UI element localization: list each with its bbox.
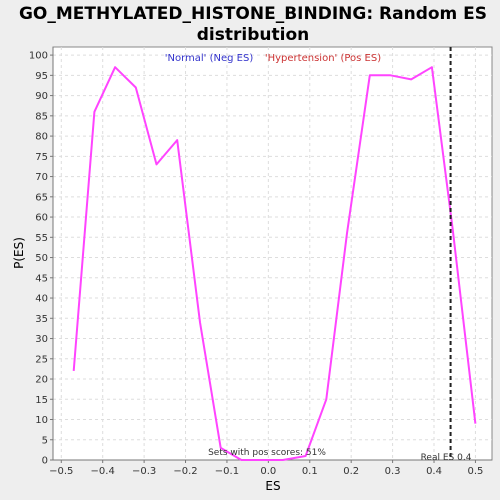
x-tick-label: −0.5 xyxy=(49,466,73,477)
x-tick-label: −0.3 xyxy=(132,466,156,477)
y-tick-label: 55 xyxy=(35,233,48,244)
plot-area xyxy=(52,46,493,461)
y-tick-label: 65 xyxy=(35,192,48,203)
series xyxy=(72,66,477,461)
x-tick-label: 0.2 xyxy=(343,466,359,477)
y-axis-label: P(ES) xyxy=(12,237,26,269)
real-es-label: Real ES 0.4 xyxy=(421,453,472,463)
y-tick-label: 30 xyxy=(35,334,48,345)
y-tick-label: 60 xyxy=(35,213,48,224)
chart-title-line2: distribution xyxy=(197,25,309,45)
y-tick-label: 50 xyxy=(35,253,48,264)
y-tick-label: 90 xyxy=(35,91,48,102)
y-tick-label: 75 xyxy=(35,152,48,163)
y-tick-label: 100 xyxy=(29,51,48,62)
grid xyxy=(53,47,492,460)
x-axis-label: ES xyxy=(265,479,280,493)
y-tick-label: 45 xyxy=(35,273,48,284)
y-tick-label: 5 xyxy=(42,435,48,446)
y-tick-label: 20 xyxy=(35,375,48,386)
x-tick-label: −0.1 xyxy=(215,466,239,477)
pos-scores-annotation: Sets with pos scores: 51% xyxy=(208,448,326,458)
y-tick-label: 0 xyxy=(42,456,48,467)
y-tick-label: 15 xyxy=(35,395,48,406)
es-distribution-line xyxy=(72,66,477,461)
y-tick-label: 40 xyxy=(35,294,48,305)
y-tick-label: 95 xyxy=(35,71,48,82)
chart-title-line1: GO_METHYLATED_HISTONE_BINDING: Random ES xyxy=(19,4,487,24)
y-tick-label: 80 xyxy=(35,132,48,143)
x-tick-label: 0.4 xyxy=(426,466,442,477)
x-tick-label: 0.0 xyxy=(260,466,276,477)
x-tick-label: −0.2 xyxy=(173,466,197,477)
y-tick-label: 10 xyxy=(35,415,48,426)
legend-hypertension: 'Hypertension' (Pos ES) xyxy=(265,53,381,64)
x-tick-label: 0.1 xyxy=(302,466,318,477)
y-tick-label: 70 xyxy=(35,172,48,183)
y-tick-label: 25 xyxy=(35,354,48,365)
y-tick-label: 85 xyxy=(35,111,48,122)
x-tick-label: 0.3 xyxy=(385,466,401,477)
x-tick-label: −0.4 xyxy=(91,466,115,477)
y-tick-label: 35 xyxy=(35,314,48,325)
legend-normal: 'Normal' (Neg ES) xyxy=(165,53,254,64)
x-tick-label: 0.5 xyxy=(467,466,483,477)
